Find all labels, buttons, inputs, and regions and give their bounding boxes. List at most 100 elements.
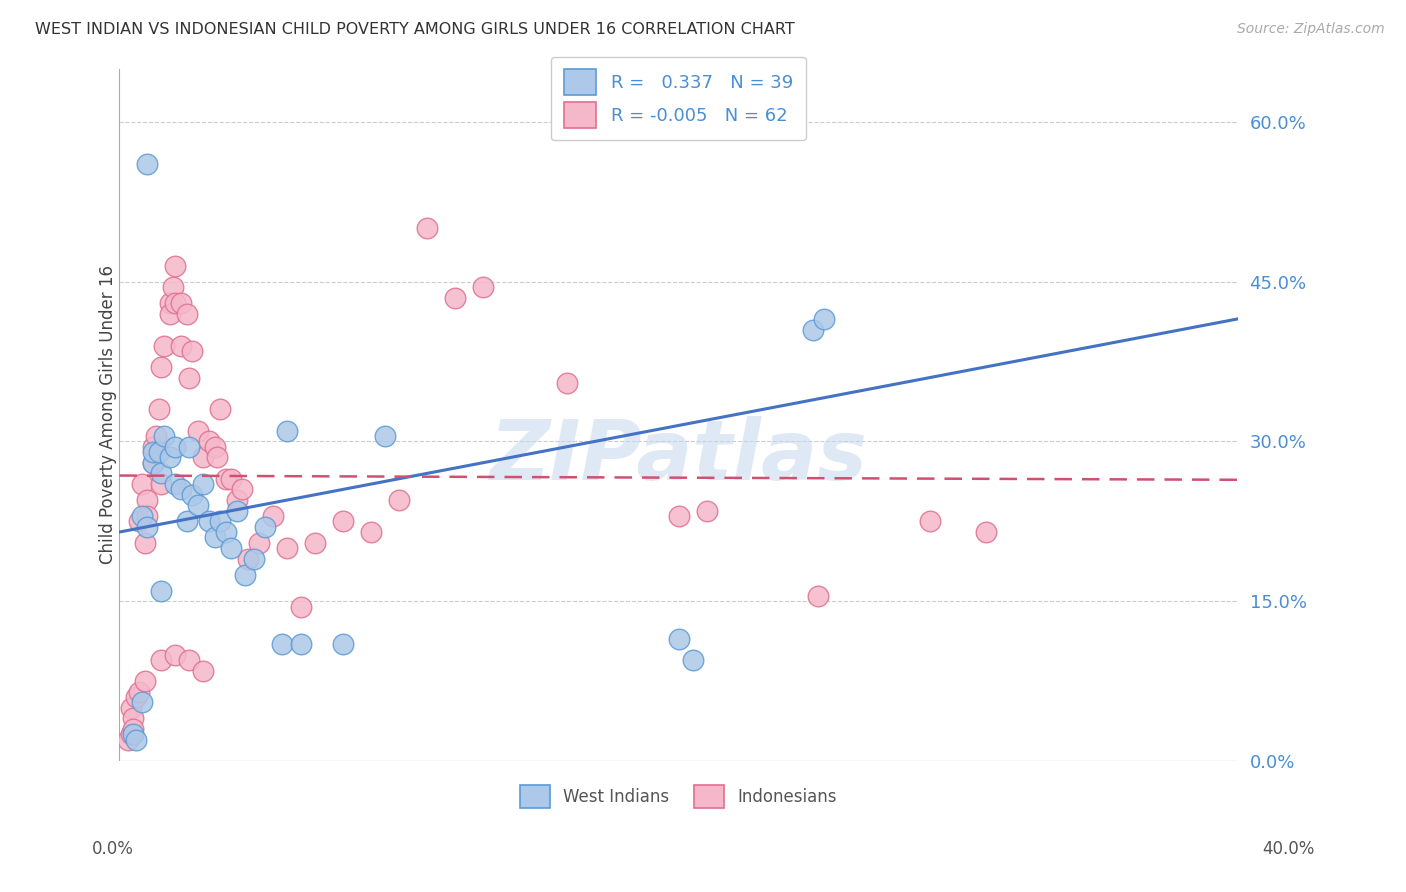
Point bbox=[131, 696, 153, 710]
Point bbox=[221, 472, 243, 486]
Point bbox=[134, 535, 156, 549]
Point bbox=[225, 493, 247, 508]
Point bbox=[170, 338, 193, 352]
Y-axis label: Child Poverty Among Girls Under 16: Child Poverty Among Girls Under 16 bbox=[100, 265, 117, 565]
Point bbox=[159, 307, 181, 321]
Point bbox=[920, 514, 942, 528]
Point bbox=[148, 402, 170, 417]
Point bbox=[136, 493, 159, 508]
Point bbox=[276, 424, 298, 438]
Point bbox=[193, 477, 215, 491]
Point bbox=[136, 519, 159, 533]
Point bbox=[290, 599, 312, 614]
Point bbox=[148, 445, 170, 459]
Point bbox=[204, 440, 226, 454]
Point bbox=[159, 296, 181, 310]
Point bbox=[388, 493, 411, 508]
Point bbox=[231, 483, 253, 497]
Point bbox=[215, 472, 238, 486]
Point bbox=[247, 535, 270, 549]
Point bbox=[176, 514, 198, 528]
Point bbox=[142, 440, 165, 454]
Point bbox=[150, 359, 173, 374]
Point bbox=[128, 685, 150, 699]
Point bbox=[125, 690, 148, 705]
Point bbox=[150, 477, 173, 491]
Point bbox=[165, 648, 187, 662]
Point bbox=[181, 343, 204, 358]
Point bbox=[181, 488, 204, 502]
Text: WEST INDIAN VS INDONESIAN CHILD POVERTY AMONG GIRLS UNDER 16 CORRELATION CHART: WEST INDIAN VS INDONESIAN CHILD POVERTY … bbox=[35, 22, 794, 37]
Point bbox=[125, 732, 148, 747]
Point bbox=[198, 514, 221, 528]
Point bbox=[253, 519, 276, 533]
Point bbox=[176, 307, 198, 321]
Point bbox=[332, 514, 354, 528]
Point bbox=[170, 483, 193, 497]
Point bbox=[128, 514, 150, 528]
Point bbox=[150, 653, 173, 667]
Point bbox=[134, 674, 156, 689]
Point bbox=[207, 450, 229, 465]
Point bbox=[136, 508, 159, 523]
Point bbox=[262, 508, 284, 523]
Point bbox=[117, 732, 139, 747]
Point bbox=[204, 530, 226, 544]
Point bbox=[179, 440, 201, 454]
Point bbox=[120, 701, 142, 715]
Point bbox=[813, 312, 835, 326]
Point bbox=[142, 456, 165, 470]
Point bbox=[122, 722, 145, 736]
Point bbox=[131, 477, 153, 491]
Point bbox=[162, 280, 184, 294]
Point bbox=[374, 429, 396, 443]
Point bbox=[270, 637, 292, 651]
Point bbox=[193, 664, 215, 678]
Point bbox=[360, 524, 382, 539]
Point bbox=[332, 637, 354, 651]
Point bbox=[555, 376, 578, 390]
Point bbox=[242, 551, 264, 566]
Point bbox=[696, 504, 718, 518]
Point bbox=[153, 429, 176, 443]
Point bbox=[150, 583, 173, 598]
Point bbox=[471, 280, 494, 294]
Point bbox=[179, 370, 201, 384]
Point bbox=[209, 514, 232, 528]
Point bbox=[668, 508, 690, 523]
Point bbox=[801, 322, 824, 336]
Point bbox=[150, 467, 173, 481]
Point bbox=[142, 456, 165, 470]
Point bbox=[215, 524, 238, 539]
Point bbox=[198, 434, 221, 449]
Point bbox=[209, 402, 232, 417]
Point bbox=[179, 653, 201, 667]
Point bbox=[193, 450, 215, 465]
Point bbox=[170, 296, 193, 310]
Point bbox=[444, 291, 467, 305]
Point bbox=[165, 440, 187, 454]
Point bbox=[165, 259, 187, 273]
Point bbox=[131, 508, 153, 523]
Point bbox=[187, 499, 209, 513]
Point bbox=[290, 637, 312, 651]
Point bbox=[142, 445, 165, 459]
Point bbox=[236, 551, 259, 566]
Point bbox=[225, 504, 247, 518]
Legend: West Indians, Indonesians: West Indians, Indonesians bbox=[513, 778, 844, 815]
Text: Source: ZipAtlas.com: Source: ZipAtlas.com bbox=[1237, 22, 1385, 37]
Text: ZIPatlas: ZIPatlas bbox=[489, 416, 868, 497]
Point bbox=[122, 727, 145, 741]
Point bbox=[276, 541, 298, 555]
Text: 0.0%: 0.0% bbox=[91, 840, 134, 858]
Point bbox=[187, 424, 209, 438]
Point bbox=[416, 221, 439, 235]
Point bbox=[165, 477, 187, 491]
Point bbox=[668, 632, 690, 646]
Point bbox=[682, 653, 704, 667]
Point bbox=[165, 296, 187, 310]
Point bbox=[153, 338, 176, 352]
Point bbox=[221, 541, 243, 555]
Point bbox=[304, 535, 326, 549]
Point bbox=[122, 711, 145, 725]
